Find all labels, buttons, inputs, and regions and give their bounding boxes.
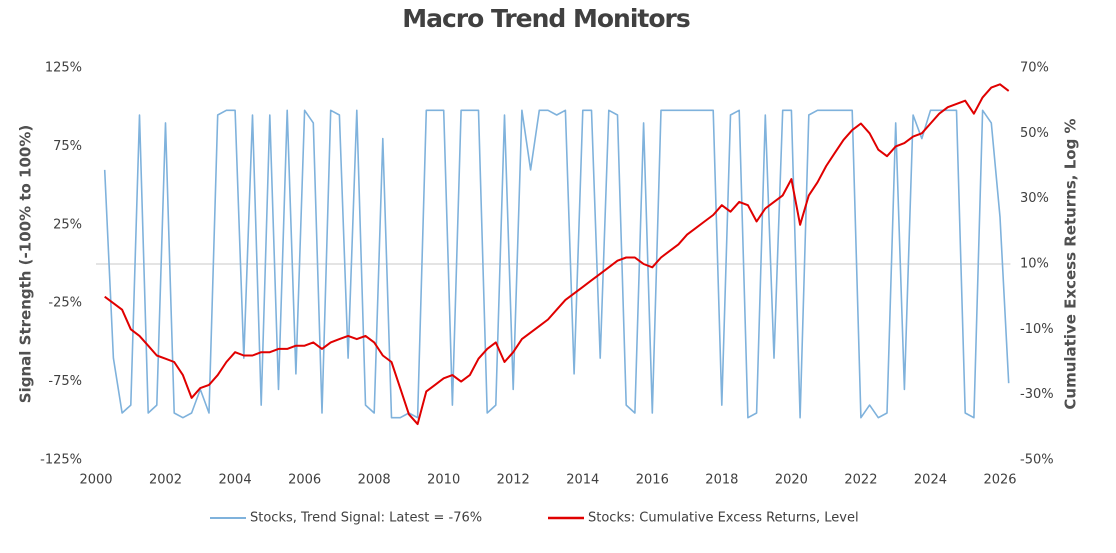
legend-label: Stocks, Trend Signal: Latest = -76%: [250, 511, 482, 526]
x-tick-label: 2022: [844, 473, 877, 488]
series-line: [104, 83, 1010, 426]
x-tick-label: 2000: [79, 473, 112, 488]
y2-tick-label: 70%: [1020, 61, 1049, 76]
y-tick-label: -25%: [48, 296, 82, 311]
y-tick-label: -125%: [40, 453, 82, 468]
x-tick-label: 2026: [983, 473, 1016, 488]
series-line: [103, 109, 1010, 419]
y2-tick-label: 50%: [1020, 126, 1049, 141]
y2-tick-label: 10%: [1020, 257, 1049, 272]
y2-tick-label: -30%: [1020, 387, 1054, 402]
y-tick-label: 25%: [53, 217, 82, 232]
y2-tick-label: -10%: [1020, 322, 1054, 337]
y-tick-label: 75%: [53, 139, 82, 154]
y2-tick-label: -50%: [1020, 453, 1054, 468]
chart-title: Macro Trend Monitors: [402, 4, 690, 33]
y2-axis-label: Cumulative Excess Returns, Log %: [1062, 118, 1080, 409]
y-tick-label: -75%: [48, 374, 82, 389]
x-tick-label: 2012: [497, 473, 530, 488]
x-tick-label: 2004: [219, 473, 252, 488]
x-tick-label: 2008: [358, 473, 391, 488]
x-tick-label: 2024: [914, 473, 947, 488]
x-tick-label: 2006: [288, 473, 321, 488]
y2-tick-label: 30%: [1020, 191, 1049, 206]
x-tick-label: 2002: [149, 473, 182, 488]
x-tick-label: 2014: [566, 473, 599, 488]
y-axis-label: Signal Strength (-100% to 100%): [17, 125, 35, 403]
legend-label: Stocks: Cumulative Excess Returns, Level: [588, 511, 859, 526]
x-tick-label: 2010: [427, 473, 460, 488]
x-tick-label: 2016: [636, 473, 669, 488]
x-tick-label: 2018: [705, 473, 738, 488]
x-tick-label: 2020: [775, 473, 808, 488]
y-tick-label: 125%: [45, 61, 82, 76]
